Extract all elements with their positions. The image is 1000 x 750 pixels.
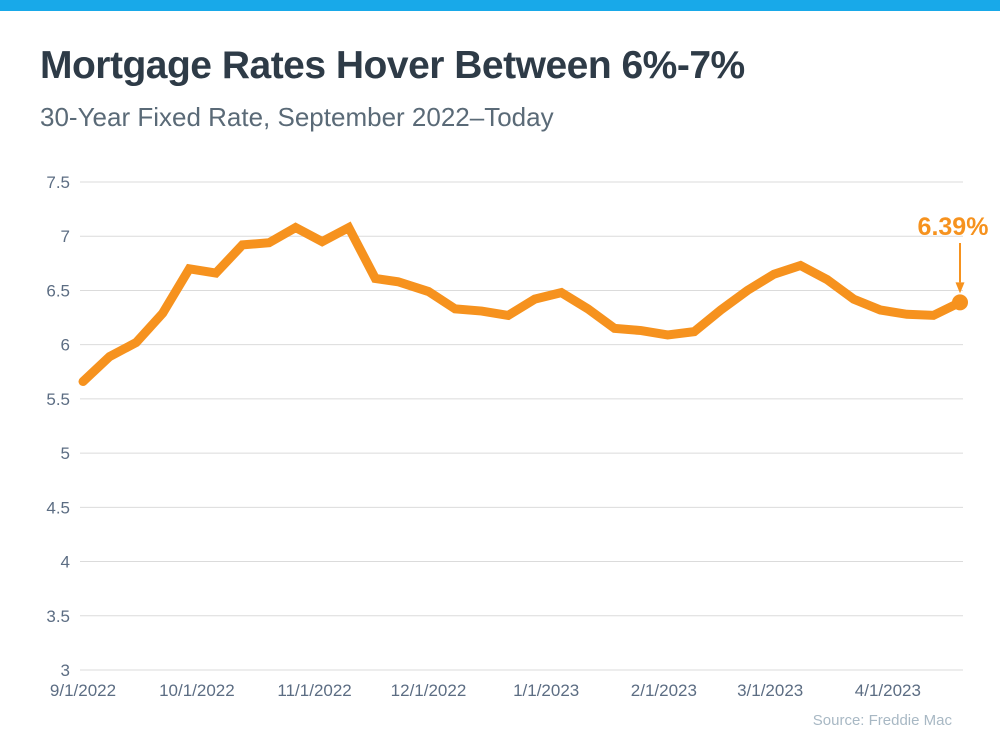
rate-line: [78, 221, 965, 387]
y-tick-label: 4: [61, 553, 70, 572]
y-tick-label: 4.5: [46, 498, 70, 517]
rate-line-chart: 7.5 7 6.5 6 5.5 5 4.5 4 3.5 39/1/2022 10/1/2022 11/…: [46, 173, 989, 700]
y-tick-label: 5.5: [46, 390, 70, 409]
x-tick-label: 12/1/2022: [391, 681, 467, 700]
x-tick-label: 9/1/2022: [50, 681, 116, 700]
x-tick-label: 10/1/2022: [159, 681, 235, 700]
x-tick-label: 3/1/2023: [737, 681, 803, 700]
annotation-label: 6.39%: [918, 213, 989, 241]
end-point-marker: [952, 294, 968, 311]
y-tick-label: 5: [61, 444, 70, 463]
top-accent-bar: [0, 0, 1000, 11]
y-tick-label: 3.5: [46, 607, 70, 626]
source-attribution: Source: Freddie Mac: [812, 712, 952, 729]
y-tick-label: 6.5: [46, 281, 70, 300]
chart-title: Mortgage Rates Hover Between 6%-7%: [40, 44, 745, 87]
annotation-arrowhead-icon: [955, 282, 965, 294]
x-tick-label: 1/1/2023: [513, 681, 579, 700]
x-tick-label: 11/1/2022: [277, 681, 351, 700]
y-tick-label: 6: [61, 336, 70, 355]
x-tick-label: 2/1/2023: [631, 681, 697, 700]
x-tick-label: 4/1/2023: [855, 681, 921, 700]
y-tick-label: 7.5: [46, 173, 70, 192]
y-tick-label: 3: [61, 661, 70, 680]
chart-subtitle: 30-Year Fixed Rate, September 2022–Today: [40, 102, 554, 132]
y-tick-label: 7: [61, 227, 70, 246]
